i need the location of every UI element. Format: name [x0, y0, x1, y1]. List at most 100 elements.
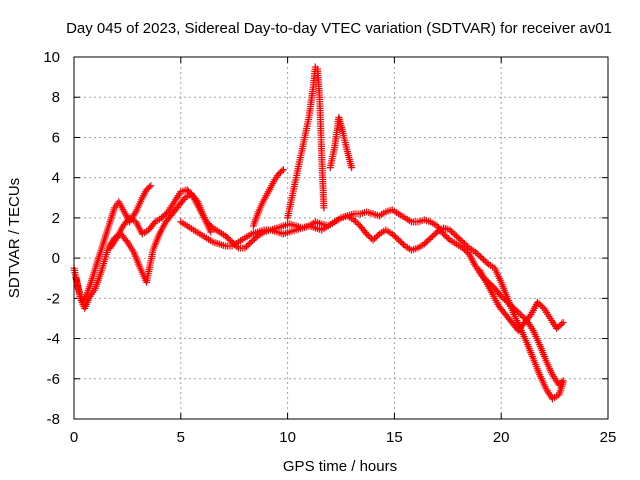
- data-point: [425, 236, 433, 244]
- y-axis-label: SDTVAR / TECUs: [6, 178, 23, 298]
- y-tick-label: 2: [52, 210, 60, 227]
- data-point: [353, 219, 361, 227]
- data-point: [420, 240, 428, 248]
- data-point: [443, 233, 451, 241]
- data-point: [188, 192, 196, 200]
- data-point: [430, 231, 438, 239]
- data-point: [278, 167, 286, 175]
- data-point: [244, 241, 252, 249]
- data-point: [535, 300, 543, 308]
- data-point: [432, 229, 440, 237]
- y-tick-label: -8: [47, 411, 60, 428]
- data-point: [223, 233, 231, 241]
- axis-ticks: 0 5 10 15 20 25 -8 -6 -4 -2 0 2 4 6 8 10: [43, 49, 616, 446]
- data-point: [363, 230, 371, 238]
- y-tick-label: 8: [52, 89, 60, 106]
- grid-lines: [74, 57, 608, 419]
- data-point: [475, 251, 483, 259]
- data-point: [147, 182, 155, 190]
- data-point: [441, 231, 449, 239]
- data-point: [158, 214, 166, 222]
- data-point: [393, 235, 401, 243]
- data-point: [372, 233, 380, 241]
- data-point: [478, 254, 486, 262]
- series-trace-f: [284, 63, 328, 222]
- data-point: [388, 230, 396, 238]
- y-tick-label: 4: [52, 170, 60, 187]
- data-point: [150, 220, 158, 228]
- y-tick-label: 10: [43, 49, 60, 66]
- data-point: [428, 232, 436, 240]
- data-point: [448, 227, 456, 235]
- data-point: [250, 235, 258, 243]
- data-point: [424, 237, 432, 245]
- data-point: [452, 232, 460, 240]
- data-point: [348, 164, 356, 172]
- data-point: [241, 244, 249, 252]
- x-tick-label: 15: [386, 429, 403, 446]
- data-point: [206, 221, 214, 229]
- plot-frame: [73, 56, 609, 420]
- data-point: [204, 219, 212, 227]
- data-point: [559, 318, 567, 326]
- data-point: [454, 233, 462, 241]
- data-point: [464, 243, 472, 251]
- data-point: [180, 195, 188, 203]
- x-tick-label: 25: [600, 429, 617, 446]
- data-point: [390, 231, 398, 239]
- data-point: [460, 240, 468, 248]
- x-axis-label: GPS time / hours: [283, 458, 397, 475]
- y-tick-label: 6: [52, 129, 60, 146]
- data-point: [207, 222, 215, 230]
- data-point: [559, 379, 567, 387]
- series-trace-g: [326, 113, 356, 172]
- x-tick-label: 0: [70, 429, 78, 446]
- data-point: [398, 239, 406, 247]
- data-point: [473, 250, 481, 258]
- data-point: [222, 232, 230, 240]
- data-point: [145, 183, 153, 191]
- data-point: [462, 241, 470, 249]
- data-point: [451, 230, 459, 238]
- data-point: [440, 230, 448, 238]
- data-point: [351, 217, 359, 225]
- data-point: [350, 216, 358, 224]
- data-point: [537, 301, 545, 309]
- data-point: [122, 236, 130, 244]
- data-point: [399, 241, 407, 249]
- x-tick-label: 5: [177, 429, 185, 446]
- data-point: [202, 218, 210, 226]
- data-point: [371, 235, 379, 243]
- data-points: [70, 63, 567, 403]
- y-tick-label: -2: [47, 290, 60, 307]
- data-point: [518, 312, 526, 320]
- data-point: [249, 237, 257, 245]
- data-point: [460, 246, 468, 254]
- data-point: [558, 320, 566, 328]
- data-point: [247, 238, 255, 246]
- data-point: [427, 234, 435, 242]
- data-point: [457, 237, 465, 245]
- series-trace-h: [476, 266, 567, 335]
- data-point: [279, 166, 287, 174]
- data-point: [242, 243, 250, 251]
- series-trace-e: [249, 166, 287, 230]
- data-point: [538, 303, 546, 311]
- data-point: [162, 209, 170, 217]
- x-tick-label: 10: [279, 429, 296, 446]
- data-point: [556, 321, 564, 329]
- series-trace-d: [177, 212, 567, 403]
- data-point: [246, 240, 254, 248]
- data-point: [483, 259, 491, 267]
- data-point: [395, 236, 403, 244]
- data-point: [161, 211, 169, 219]
- data-point: [526, 312, 534, 320]
- data-point: [369, 236, 377, 244]
- data-point: [374, 231, 382, 239]
- data-point: [364, 231, 372, 239]
- data-point: [554, 323, 562, 331]
- y-tick-label: -4: [47, 331, 60, 348]
- data-point: [320, 204, 328, 212]
- data-point: [225, 235, 233, 243]
